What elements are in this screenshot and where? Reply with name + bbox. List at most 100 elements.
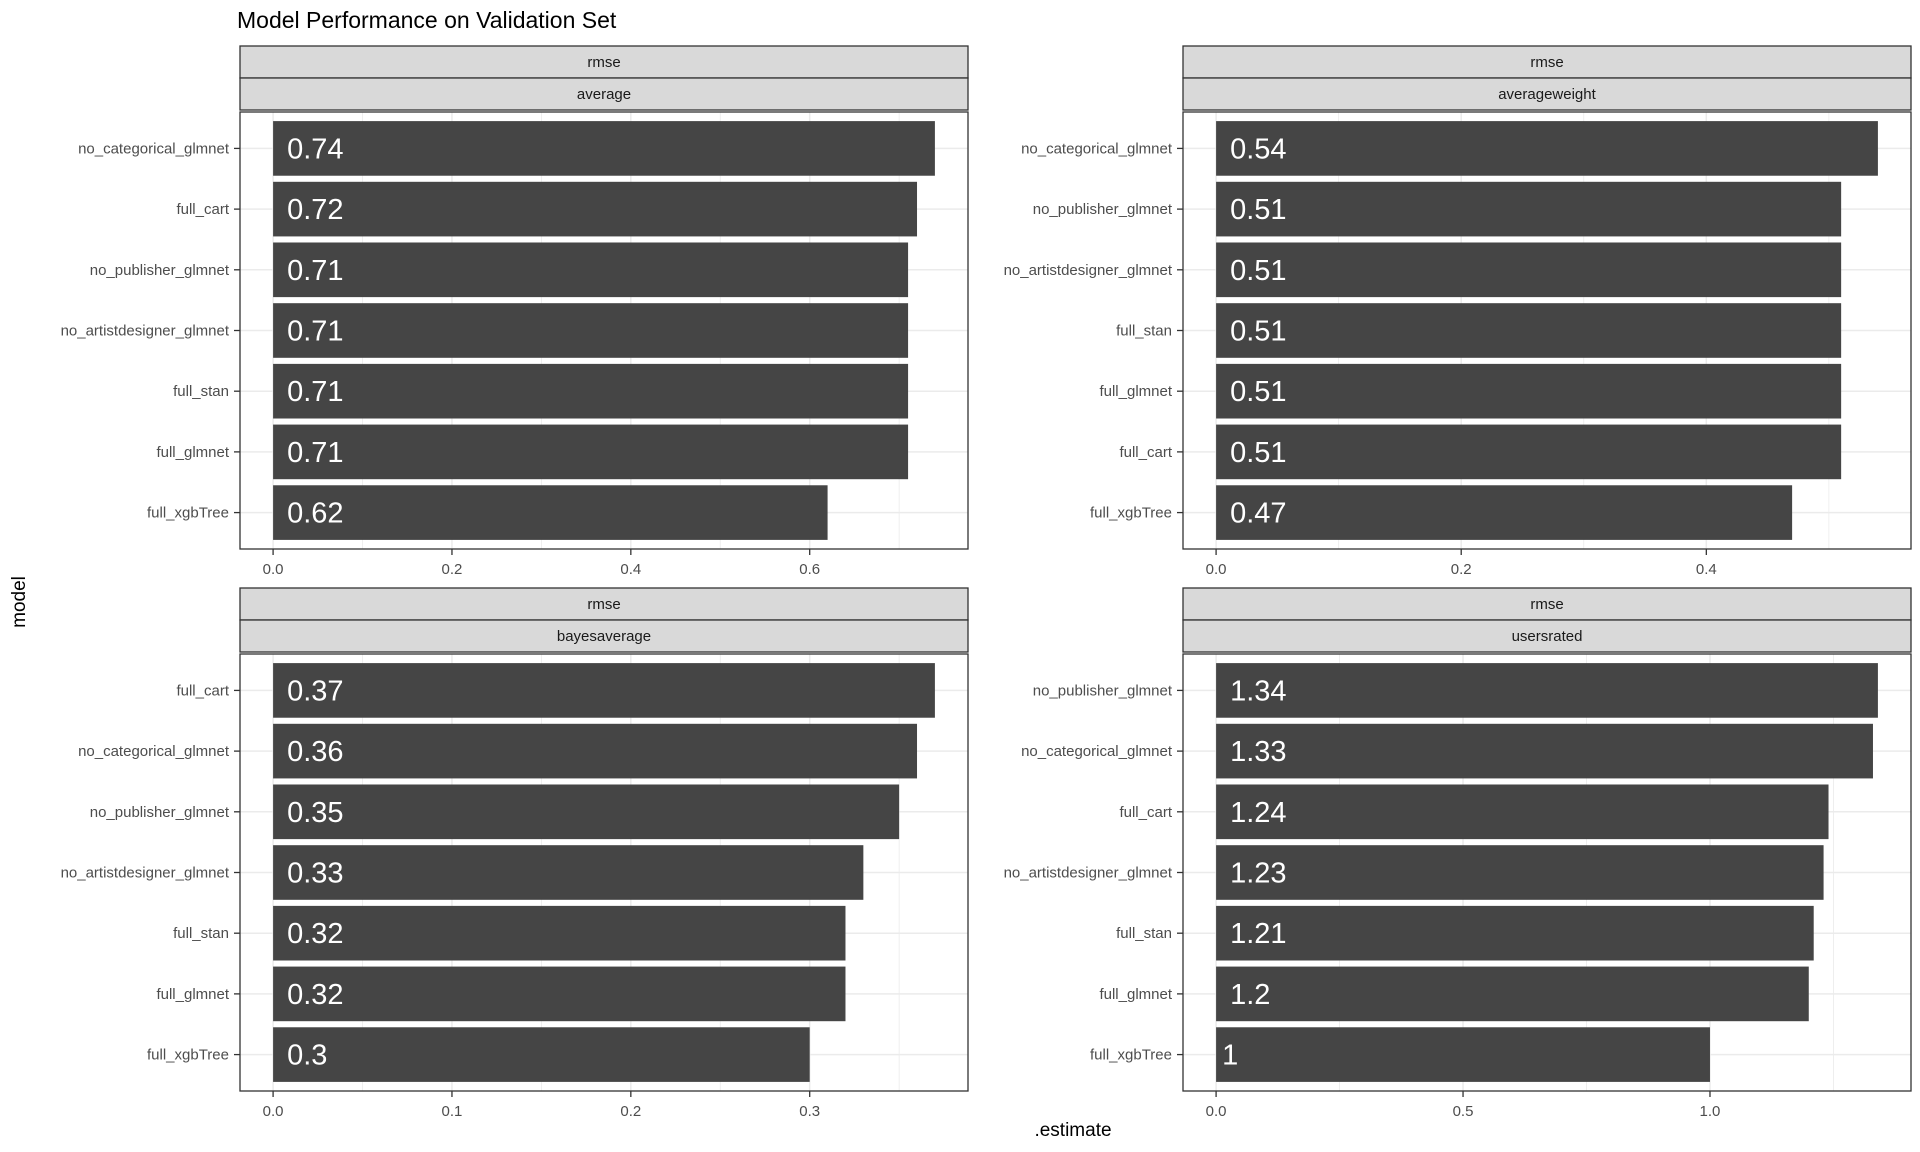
y-tick-label: no_artistdesigner_glmnet — [1004, 262, 1173, 279]
bar-full_stan — [1216, 303, 1842, 358]
bar-value-label: 0.33 — [287, 858, 343, 890]
bar-value-label: 0.72 — [287, 194, 343, 226]
bar-value-label: 0.32 — [287, 979, 343, 1011]
x-tick-label: 0.6 — [799, 561, 820, 578]
panel-border — [1182, 111, 1912, 550]
panel-border — [1182, 653, 1912, 1092]
bar-value-label: 1.21 — [1230, 918, 1286, 950]
bar-value-label: 0.32 — [287, 918, 343, 950]
y-tick-label: full_stan — [1116, 925, 1172, 942]
y-tick-label: full_xgbTree — [147, 1047, 229, 1064]
x-tick-label: 0.2 — [442, 561, 463, 578]
chart-title: Model Performance on Validation Set — [237, 7, 617, 33]
bar-full_stan — [273, 363, 909, 419]
facet-panel-average: rmse average 0.74 no_categorical_glmnet 0.72… — [61, 45, 969, 578]
bar-no_categorical_glmnet — [1216, 723, 1873, 779]
bar-value-label: 0.51 — [1230, 376, 1286, 408]
y-tick-label: full_stan — [173, 383, 229, 400]
y-tick-label: full_glmnet — [1099, 986, 1172, 1003]
bar-value-label: 0.71 — [287, 376, 343, 408]
bar-value-label: 0.74 — [287, 133, 343, 165]
bar-value-label: 1.34 — [1230, 675, 1286, 707]
bar-no_categorical_glmnet — [273, 723, 918, 779]
facet-strip-label: rmse — [587, 596, 620, 613]
bar-value-label: 0.54 — [1230, 133, 1286, 165]
x-tick-label: 1.0 — [1700, 1103, 1721, 1120]
facet-strip-label: usersrated — [1512, 628, 1583, 645]
bar-value-label: 0.71 — [287, 255, 343, 287]
bar-full_xgbTree — [1216, 1027, 1710, 1082]
bar-no_artistdesigner_glmnet — [1216, 242, 1842, 298]
bar-full_cart — [273, 663, 935, 718]
bar-value-label: 0.3 — [287, 1040, 327, 1072]
facet-strip-bg — [1182, 45, 1912, 79]
x-tick-label: 0.2 — [1451, 561, 1472, 578]
y-tick-label: no_categorical_glmnet — [1021, 743, 1173, 760]
y-tick-label: no_artistdesigner_glmnet — [61, 323, 230, 340]
bar-value-label: 1.2 — [1230, 979, 1270, 1011]
bar-full_stan — [273, 905, 846, 961]
y-tick-label: full_glmnet — [156, 986, 229, 1003]
bar-value-label: 0.71 — [287, 437, 343, 469]
facet-strip-bg — [1182, 77, 1912, 111]
y-tick-label: no_categorical_glmnet — [78, 743, 230, 760]
bar-no_categorical_glmnet — [273, 121, 935, 176]
bar-value-label: 0.37 — [287, 675, 343, 707]
y-tick-label: no_publisher_glmnet — [90, 804, 230, 821]
y-tick-label: full_cart — [1119, 804, 1172, 821]
bar-full_glmnet — [273, 424, 909, 480]
bar-no_publisher_glmnet — [273, 784, 900, 840]
facet-strip-label: averageweight — [1498, 86, 1596, 103]
bar-value-label: 0.47 — [1230, 498, 1286, 530]
bar-no_artistdesigner_glmnet — [273, 845, 864, 900]
facet-panel-averageweight: rmse averageweight 0.54 no_categorical_glmn… — [1004, 45, 1912, 578]
facet-strip-bg — [239, 45, 969, 79]
bar-no_publisher_glmnet — [1216, 181, 1842, 237]
x-tick-label: 0.0 — [263, 561, 284, 578]
facet-panels: rmse average 0.74 no_categorical_glmnet 0.72… — [61, 45, 1912, 1120]
bar-value-label: 0.36 — [287, 736, 343, 768]
y-tick-label: full_xgbTree — [1090, 1047, 1172, 1064]
bar-value-label: 0.51 — [1230, 437, 1286, 469]
bar-value-label: 0.51 — [1230, 255, 1286, 287]
bar-full_glmnet — [1216, 966, 1809, 1022]
y-tick-label: full_stan — [173, 925, 229, 942]
facet-panel-bayesaverage: rmse bayesaverage 0.37 full_cart 0.36 no_cate… — [61, 587, 969, 1120]
x-tick-label: 0.4 — [620, 561, 641, 578]
bar-full_xgbTree — [1216, 485, 1793, 540]
bar-no_artistdesigner_glmnet — [273, 303, 909, 358]
x-tick-label: 0.0 — [263, 1103, 284, 1120]
facet-strip-bg — [239, 77, 969, 111]
bar-value-label: 1.33 — [1230, 736, 1286, 768]
facet-strip-bg — [239, 587, 969, 621]
panel-border — [239, 111, 969, 550]
y-tick-label: full_glmnet — [156, 444, 229, 461]
y-tick-label: full_glmnet — [1099, 383, 1172, 400]
y-tick-label: no_publisher_glmnet — [1033, 201, 1173, 218]
x-tick-label: 0.0 — [1206, 561, 1227, 578]
x-tick-label: 0.5 — [1453, 1103, 1474, 1120]
bar-no_categorical_glmnet — [1216, 121, 1878, 176]
bar-full_cart — [273, 181, 918, 237]
y-tick-label: no_artistdesigner_glmnet — [61, 865, 230, 882]
facet-strip-label: average — [577, 86, 631, 103]
bar-no_artistdesigner_glmnet — [1216, 845, 1824, 900]
bar-full_cart — [1216, 784, 1829, 840]
bar-value-label: 0.62 — [287, 498, 343, 530]
y-axis-title: model — [9, 576, 30, 628]
panel-border — [239, 653, 969, 1092]
facet-strip-label: rmse — [587, 54, 620, 71]
x-tick-label: 0.3 — [799, 1103, 820, 1120]
bar-value-label: 1 — [1222, 1040, 1238, 1072]
x-tick-label: 0.2 — [620, 1103, 641, 1120]
bar-no_publisher_glmnet — [273, 242, 909, 298]
bar-value-label: 0.51 — [1230, 194, 1286, 226]
facet-strip-label: rmse — [1530, 54, 1563, 71]
y-tick-label: no_publisher_glmnet — [1033, 682, 1173, 699]
facet-strip-label: rmse — [1530, 596, 1563, 613]
facet-strip-bg — [1182, 619, 1912, 653]
y-tick-label: full_cart — [1119, 444, 1172, 461]
bar-value-label: 0.35 — [287, 797, 343, 829]
bar-value-label: 0.71 — [287, 316, 343, 348]
